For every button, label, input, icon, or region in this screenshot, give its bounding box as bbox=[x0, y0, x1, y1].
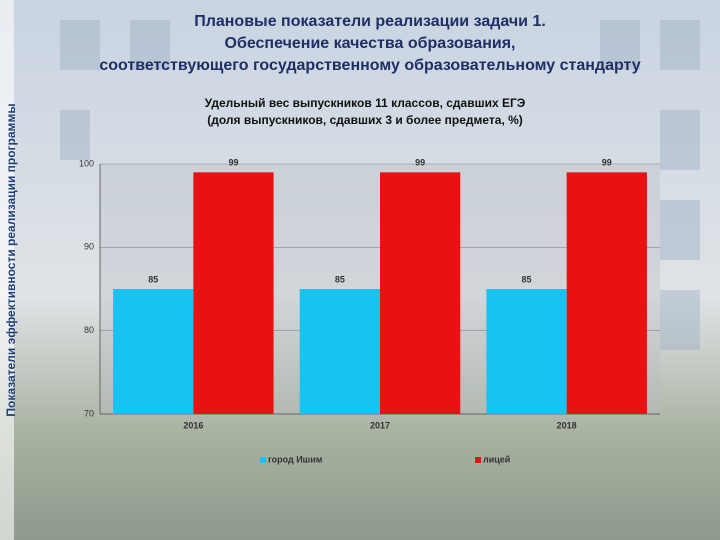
x-tick-label: 2018 bbox=[557, 420, 577, 430]
x-tick-label: 2017 bbox=[370, 420, 390, 430]
y-tick-label: 80 bbox=[84, 325, 94, 335]
data-label: 99 bbox=[228, 158, 238, 168]
building-windows bbox=[60, 20, 700, 350]
legend-label: город Ишим bbox=[268, 454, 323, 464]
chart-title-line: Удельный вес выпускников 11 классов, сда… bbox=[205, 96, 526, 110]
data-label: 85 bbox=[522, 274, 532, 284]
legend-label: лицей bbox=[483, 454, 510, 464]
bar bbox=[566, 172, 647, 414]
bar bbox=[193, 172, 274, 414]
bar bbox=[299, 289, 380, 414]
slide-title-line: Плановые показатели реализации задачи 1. bbox=[194, 13, 546, 30]
y-tick-label: 90 bbox=[84, 242, 94, 252]
x-tick-label: 2016 bbox=[183, 420, 203, 430]
legend-swatch bbox=[475, 457, 481, 463]
slide-title-line: соответствующего государственному образо… bbox=[99, 57, 640, 74]
side-strip bbox=[0, 0, 14, 540]
chart-title-line: (доля выпускников, сдавших 3 и более пре… bbox=[207, 113, 523, 127]
slide-title-line: Обеспечение качества образования, bbox=[225, 35, 516, 52]
bar bbox=[113, 289, 194, 414]
side-label: Показатели эффективности реализации прог… bbox=[4, 103, 18, 416]
y-tick-label: 70 bbox=[84, 408, 94, 418]
bar bbox=[380, 172, 461, 414]
data-label: 99 bbox=[415, 158, 425, 168]
bar bbox=[486, 289, 567, 414]
y-tick-label: 100 bbox=[79, 158, 94, 168]
legend-swatch bbox=[260, 457, 266, 463]
data-label: 99 bbox=[602, 158, 612, 168]
data-label: 85 bbox=[148, 274, 158, 284]
data-label: 85 bbox=[335, 274, 345, 284]
